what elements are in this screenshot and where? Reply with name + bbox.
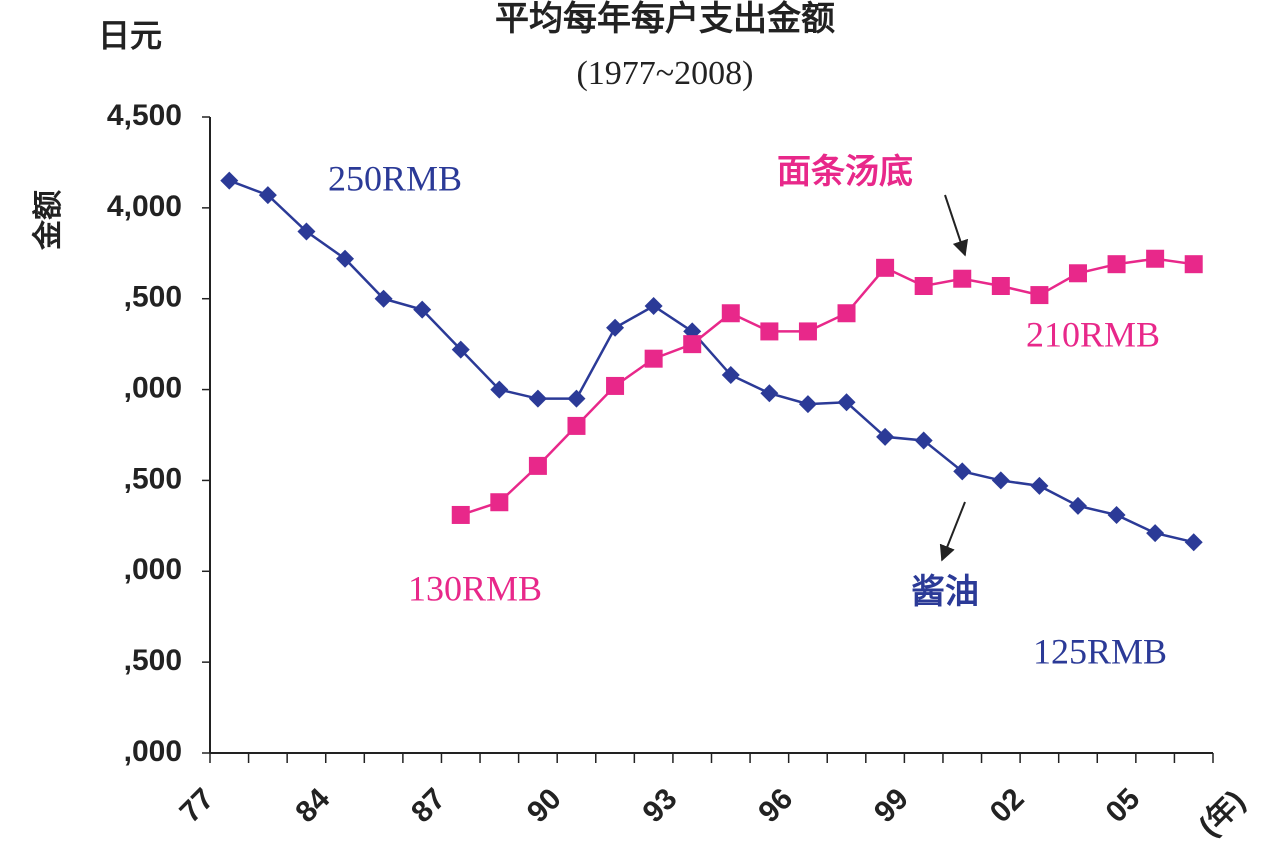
point xyxy=(1107,255,1126,274)
annotation: 130RMB xyxy=(408,568,542,608)
point xyxy=(721,304,740,323)
point xyxy=(644,296,663,315)
y-tick-label: 4,500 xyxy=(107,99,182,132)
point xyxy=(1068,496,1087,515)
x-tick-label: 96 xyxy=(752,782,799,829)
point xyxy=(490,380,509,399)
point xyxy=(1184,533,1203,552)
point xyxy=(1184,255,1203,274)
series-label: 酱油 xyxy=(911,573,979,611)
point xyxy=(991,471,1010,490)
point xyxy=(1068,264,1087,283)
point xyxy=(567,416,586,435)
point xyxy=(528,389,547,408)
point xyxy=(451,505,470,524)
point xyxy=(606,318,625,337)
x-tick-label: 02 xyxy=(984,782,1031,829)
point xyxy=(798,322,817,341)
point xyxy=(914,276,933,295)
y-tick-label: ,000 xyxy=(124,553,182,586)
series-label: 面条汤底 xyxy=(777,153,913,191)
point xyxy=(721,366,740,385)
y-unit: 日元 xyxy=(98,17,162,53)
y-tick-label: 4,000 xyxy=(107,190,182,223)
arrow xyxy=(939,501,966,562)
point xyxy=(876,258,895,277)
y-tick-label: ,000 xyxy=(124,371,182,404)
annotation: 210RMB xyxy=(1026,314,1160,354)
y-tick-label: ,500 xyxy=(124,644,182,677)
point xyxy=(991,276,1010,295)
point xyxy=(914,431,933,450)
point xyxy=(953,462,972,481)
point xyxy=(1030,476,1049,495)
point xyxy=(1146,249,1165,268)
y-tick-label: ,500 xyxy=(124,281,182,314)
x-tick-label: 90 xyxy=(521,782,568,829)
point xyxy=(606,376,625,395)
x-tick-label: 99 xyxy=(868,782,915,829)
y-tick-label: ,500 xyxy=(124,462,182,495)
annotation: 250RMB xyxy=(328,158,462,198)
point xyxy=(1107,505,1126,524)
x-tick-label: 05 xyxy=(1099,782,1146,829)
point xyxy=(876,427,895,446)
point xyxy=(644,349,663,368)
y-tick-label: ,000 xyxy=(124,735,182,768)
x-tick-label: 87 xyxy=(405,782,452,829)
chart-title: 平均每年每户支出金额 xyxy=(495,0,835,38)
point xyxy=(374,289,393,308)
point xyxy=(837,304,856,323)
point xyxy=(953,269,972,288)
series-line xyxy=(228,179,1194,544)
point xyxy=(297,222,316,241)
point xyxy=(837,393,856,412)
point xyxy=(220,171,239,190)
point xyxy=(413,300,432,319)
y-axis-label: 金额 xyxy=(31,190,65,251)
point xyxy=(1146,524,1165,543)
series-line xyxy=(460,257,1194,517)
x-tick-label: 93 xyxy=(637,782,684,829)
point xyxy=(567,389,586,408)
chart-subtitle: (1977~2008) xyxy=(576,55,753,92)
point xyxy=(798,395,817,414)
point xyxy=(336,249,355,268)
x-tick-label: 84 xyxy=(289,782,336,829)
point xyxy=(1030,286,1049,305)
point xyxy=(528,456,547,475)
x-axis-label: (年) xyxy=(1193,784,1252,843)
annotation: 125RMB xyxy=(1033,631,1167,671)
point xyxy=(258,186,277,205)
arrow xyxy=(944,194,969,257)
x-tick-label: 77 xyxy=(174,782,221,829)
point xyxy=(683,335,702,354)
point xyxy=(760,384,779,403)
point xyxy=(490,493,509,512)
point xyxy=(760,322,779,341)
point xyxy=(451,340,470,359)
